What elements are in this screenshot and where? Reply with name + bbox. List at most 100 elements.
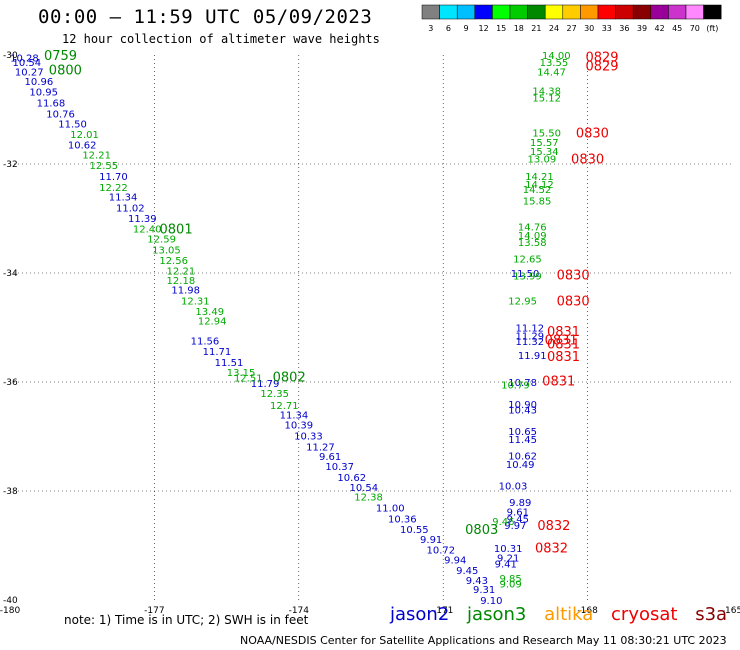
data-point-label: 14.38: [532, 86, 561, 97]
time-label: 0802: [273, 371, 306, 386]
data-point-label: 12.55: [90, 161, 119, 172]
data-point-label: 14.47: [537, 67, 566, 78]
scale-label: 39: [637, 24, 647, 33]
scale-label: 45: [672, 24, 682, 33]
data-point-label: 12.59: [147, 235, 176, 246]
data-point-label: 12.21: [82, 151, 111, 162]
time-label: 0831: [545, 333, 578, 348]
data-point-label: 12.56: [159, 256, 188, 267]
data-point-label: 9.41: [495, 559, 517, 570]
data-point-label: 9.61: [507, 508, 529, 519]
data-point-label: 14.21: [525, 172, 554, 183]
footer-credit: NOAA/NESDIS Center for Satellite Applica…: [240, 634, 727, 647]
data-point-label: 12.94: [198, 316, 227, 327]
data-point-label: 11.39: [128, 214, 157, 225]
scale-label: 9: [463, 24, 468, 33]
scale-label: 3: [428, 24, 433, 33]
data-point-label: 12.40: [133, 224, 162, 235]
time-label: 0831: [547, 337, 580, 352]
y-tick-label: -36: [3, 378, 18, 388]
data-point-label: 12.01: [70, 130, 99, 141]
data-point-label: 11.02: [116, 204, 145, 215]
y-tick-label: -38: [3, 487, 18, 497]
x-tick-label: -180: [0, 606, 20, 616]
data-point-label: 14.09: [518, 231, 547, 242]
data-point-label: 11.50: [58, 120, 87, 131]
data-point-label: 12.22: [99, 183, 128, 194]
color-scale-legend: 3 6 9 12 15 18 21 24 27 30 33 36 39 42 45 70 (ft): [421, 4, 722, 33]
time-label: 0759: [44, 49, 77, 64]
data-point-label: 10.39: [284, 421, 313, 432]
scale-label: 33: [602, 24, 612, 33]
data-point-label: 12.38: [354, 492, 383, 503]
data-point-label: 13.05: [152, 246, 181, 257]
data-point-label: 10.37: [325, 462, 354, 473]
x-tick-label: -171: [433, 606, 453, 616]
data-point-label: 10.27: [15, 67, 44, 78]
time-label: 0803: [465, 523, 498, 538]
data-point-label: 9.45: [507, 514, 529, 525]
data-point-label: 14.76: [518, 223, 547, 234]
time-label: 0831: [547, 350, 580, 365]
x-tick-label: -165: [722, 606, 740, 616]
data-point-label: 15.12: [532, 94, 561, 105]
data-point-label: 9.10: [480, 596, 502, 607]
data-point-label: 9.97: [504, 521, 526, 532]
time-label: 0830: [576, 126, 609, 141]
legend-altika: altika: [544, 604, 594, 625]
data-point-label: 12.35: [260, 389, 289, 400]
scale-label: 24: [549, 24, 559, 33]
y-tick-label: -32: [3, 160, 18, 170]
data-point-label: 11.00: [376, 503, 405, 514]
data-point-label: 10.90: [508, 400, 537, 411]
data-point-label: 10.72: [426, 545, 455, 556]
time-label: 0800: [49, 64, 82, 79]
data-point-label: 12.21: [167, 266, 196, 277]
data-point-label: 10.55: [400, 525, 429, 536]
data-point-label: 11.91: [518, 351, 547, 362]
time-label: 0830: [557, 294, 590, 309]
data-point-label: 9.09: [499, 580, 521, 591]
data-point-label: 10.03: [499, 482, 528, 493]
data-point-label: 9.61: [319, 452, 341, 463]
data-point-label: 10.49: [506, 460, 535, 471]
data-point-label: 12.65: [513, 254, 542, 265]
y-tick-label: -40: [3, 596, 18, 606]
data-point-label: 10.62: [508, 452, 537, 463]
data-point-label: 10.36: [388, 514, 417, 525]
data-point-label: 12.95: [508, 296, 537, 307]
data-point-label: 10.96: [25, 77, 54, 88]
data-point-label: 10.62: [337, 473, 366, 484]
scale-label: 70: [690, 24, 700, 33]
x-tick-label: -168: [577, 606, 598, 616]
data-point-label: 15.50: [532, 128, 561, 139]
data-point-label: 10.54: [13, 58, 42, 69]
y-tick-label: -34: [3, 269, 18, 279]
data-point-label: 11.45: [508, 435, 537, 446]
data-point-label: 11.34: [109, 193, 138, 204]
data-point-label: 11.51: [215, 358, 244, 369]
data-point-label: 10.76: [46, 109, 75, 120]
time-label: 0829: [585, 59, 618, 74]
data-point-label: 9.89: [509, 498, 531, 509]
data-point-label: 12.51: [234, 374, 263, 385]
data-point-label: 13.58: [518, 238, 547, 249]
legend-s3a: s3a: [695, 604, 728, 625]
data-point-label: 15.57: [530, 138, 559, 149]
data-point-label: 10.79: [501, 381, 530, 392]
data-point-label: 9.31: [473, 585, 495, 596]
legend-cryosat: cryosat: [611, 604, 678, 625]
data-point-label: 15.34: [530, 147, 559, 158]
data-point-label: 9.21: [497, 553, 519, 564]
data-point-label: 15.85: [523, 197, 552, 208]
data-point-label: 9.45: [456, 566, 478, 577]
scale-label: 30: [584, 24, 594, 33]
scale-label: (ft): [706, 24, 718, 33]
scale-label: 21: [531, 24, 541, 33]
x-tick-label: -177: [144, 606, 164, 616]
data-point-label: 9.91: [420, 535, 442, 546]
data-point-label: 13.15: [227, 368, 256, 379]
data-point-label: 14.00: [542, 51, 571, 62]
page-subtitle: 12 hour collection of altimeter wave hei…: [62, 32, 380, 46]
